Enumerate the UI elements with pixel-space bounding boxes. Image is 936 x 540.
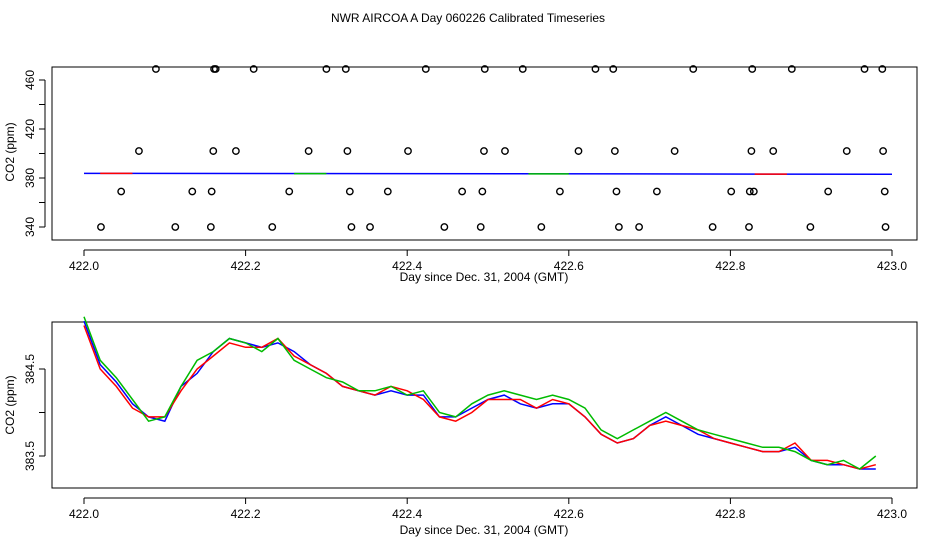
data-point <box>207 187 216 196</box>
data-point <box>343 147 352 155</box>
bottom-x-axis: 422.0 422.2 422.4 422.6 422.8 423.0 <box>69 497 907 521</box>
data-point <box>209 147 218 155</box>
data-point <box>347 223 356 231</box>
y-tick-label: 460 <box>23 70 37 90</box>
data-point <box>612 187 621 196</box>
data-point <box>152 65 160 73</box>
data-point <box>322 65 331 73</box>
data-point <box>404 147 412 155</box>
x-tick-label: 423.0 <box>877 507 907 521</box>
x-tick-label: 422.4 <box>392 507 422 521</box>
data-point <box>652 187 661 196</box>
data-point <box>480 147 488 155</box>
data-point <box>345 187 354 196</box>
data-point <box>211 65 220 73</box>
data-point <box>881 223 890 231</box>
top-x-axis: 422.0 422.2 422.4 422.6 422.8 423.0 <box>69 249 907 273</box>
data-point <box>440 223 449 231</box>
data-point <box>727 187 736 196</box>
bottom-panel: 422.0 422.2 422.4 422.6 422.8 423.0 383.5 384.… <box>3 316 918 537</box>
data-point <box>232 147 240 155</box>
data-point <box>476 223 485 231</box>
data-point <box>556 187 564 196</box>
top-line-group <box>83 172 893 175</box>
data-point <box>824 187 833 196</box>
data-point <box>171 223 180 231</box>
y-tick-label: 383.5 <box>23 441 37 471</box>
data-point <box>458 187 467 196</box>
top-plot-frame <box>51 66 918 241</box>
top-y-axis-label: CO2 (ppm) <box>3 122 17 181</box>
data-point <box>518 65 527 73</box>
data-point <box>285 187 294 196</box>
y-tick-label: 340 <box>23 217 37 237</box>
data-point <box>635 223 643 231</box>
data-point <box>749 187 758 196</box>
bottom-plot-frame <box>51 321 918 489</box>
data-point <box>769 147 778 155</box>
series-line-red <box>83 325 876 470</box>
top-panel: 422.0 422.2 422.4 422.6 422.8 423.0 340 380 420… <box>3 65 918 284</box>
x-tick-label: 422.6 <box>554 507 584 521</box>
data-point <box>689 65 698 73</box>
data-point <box>591 65 600 73</box>
data-point <box>708 223 717 231</box>
data-point <box>501 147 509 155</box>
data-point <box>97 223 105 231</box>
bottom-y-axis-label: CO2 (ppm) <box>3 375 17 434</box>
bottom-lines-group <box>83 316 877 470</box>
top-points-group <box>97 65 890 231</box>
x-tick-label: 423.0 <box>877 259 907 273</box>
bottom-x-axis-label: Day since Dec. 31, 2004 (GMT) <box>400 523 569 537</box>
data-point <box>610 147 619 155</box>
data-point <box>341 65 350 73</box>
x-tick-label: 422.2 <box>231 507 261 521</box>
data-point <box>366 223 374 231</box>
data-point <box>249 65 258 73</box>
data-point <box>880 187 889 196</box>
chart-title: NWR AIRCOA A Day 060226 Calibrated Times… <box>331 11 605 25</box>
data-point <box>537 223 546 231</box>
data-point <box>609 65 618 73</box>
x-tick-label: 422.8 <box>715 259 745 273</box>
series-line-green <box>83 316 877 470</box>
x-tick-label: 422.8 <box>715 507 745 521</box>
x-tick-label: 422.6 <box>554 259 584 273</box>
data-point <box>304 147 313 155</box>
x-tick-label: 422.0 <box>69 507 99 521</box>
data-point <box>574 147 583 155</box>
data-point <box>188 187 197 196</box>
data-point <box>206 223 215 231</box>
data-point <box>117 187 126 196</box>
data-point <box>860 65 869 73</box>
x-tick-label: 422.2 <box>231 259 261 273</box>
data-point <box>421 65 430 73</box>
y-tick-label: 384.5 <box>23 354 37 384</box>
data-point <box>614 223 623 231</box>
data-point <box>787 65 796 73</box>
data-point <box>745 187 754 196</box>
y-tick-label: 380 <box>23 168 37 188</box>
data-point <box>879 147 888 155</box>
data-point <box>745 223 753 231</box>
top-x-axis-label: Day since Dec. 31, 2004 (GMT) <box>400 270 569 284</box>
y-tick-label: 420 <box>23 119 37 139</box>
top-y-axis: 340 380 420 460 <box>23 70 46 237</box>
data-point <box>480 65 489 73</box>
data-point <box>478 187 487 196</box>
data-point <box>748 65 757 73</box>
data-point <box>747 147 756 155</box>
x-tick-label: 422.4 <box>392 259 422 273</box>
bottom-y-axis: 383.5 384.5 <box>23 354 46 471</box>
x-tick-label: 422.0 <box>69 259 99 273</box>
data-point <box>842 147 851 155</box>
data-point <box>135 147 143 155</box>
data-point <box>383 187 392 196</box>
data-point <box>670 147 679 155</box>
data-point <box>806 223 815 231</box>
data-point <box>878 65 887 73</box>
series-line-blue <box>83 320 876 470</box>
data-point <box>268 223 277 231</box>
